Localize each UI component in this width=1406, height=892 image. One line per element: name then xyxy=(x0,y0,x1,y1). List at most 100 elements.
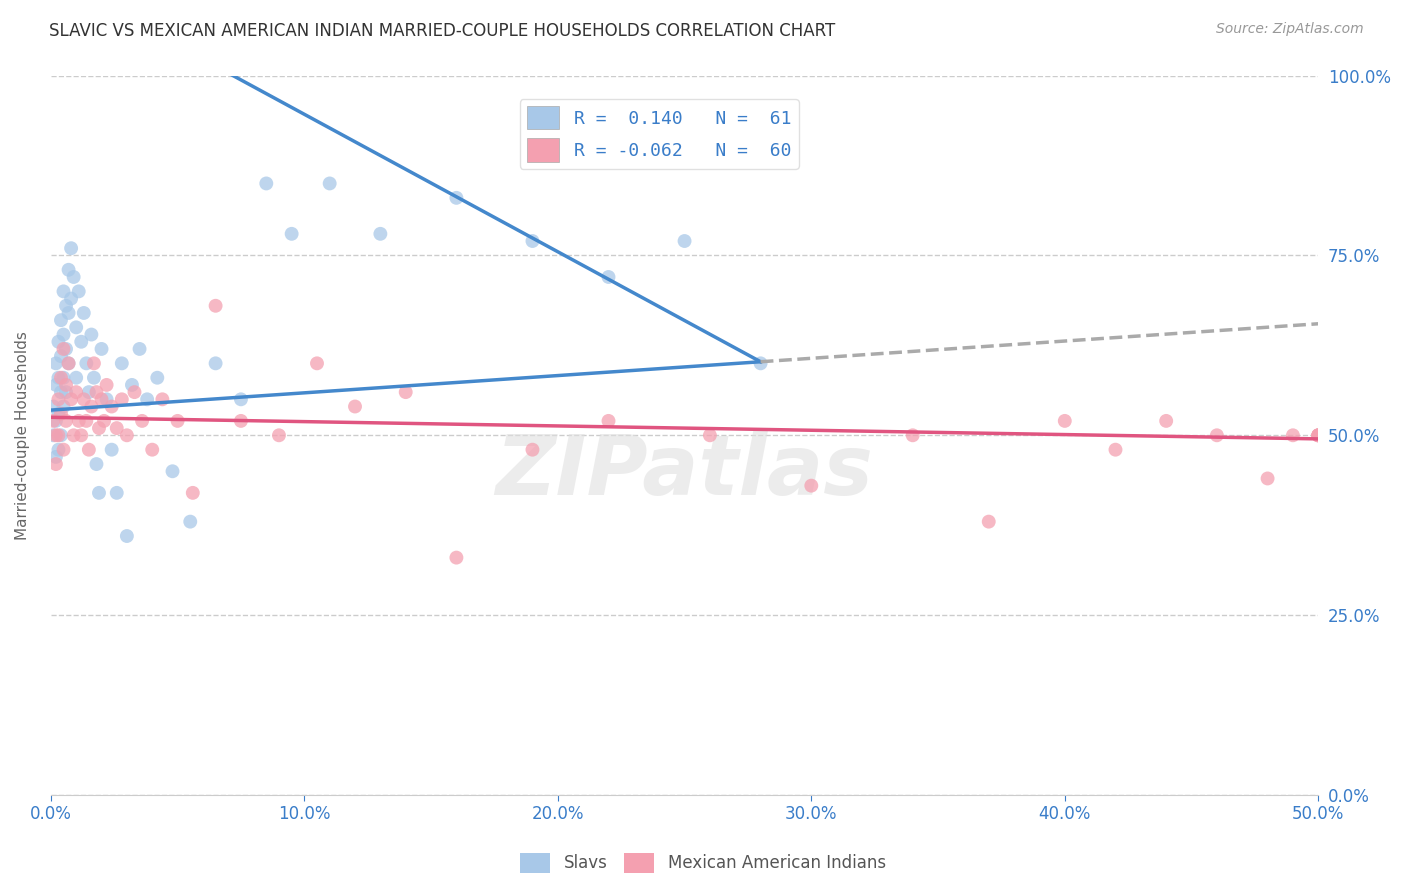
Y-axis label: Married-couple Households: Married-couple Households xyxy=(15,331,30,540)
Point xyxy=(48,407,70,421)
Point xyxy=(93,414,115,428)
Point xyxy=(344,400,367,414)
Point xyxy=(395,385,418,400)
Point xyxy=(70,428,93,442)
Point xyxy=(136,392,159,407)
Point xyxy=(42,414,65,428)
Point xyxy=(52,400,75,414)
Point xyxy=(111,392,134,407)
Point xyxy=(48,428,70,442)
Point xyxy=(100,442,122,457)
Point xyxy=(48,442,70,457)
Point xyxy=(52,370,75,384)
Point xyxy=(83,356,105,370)
Point xyxy=(52,327,75,342)
Point xyxy=(60,292,83,306)
Point xyxy=(446,550,468,565)
Point xyxy=(65,385,87,400)
Point xyxy=(254,177,277,191)
Point xyxy=(55,385,77,400)
Point xyxy=(52,342,75,356)
Point xyxy=(318,177,340,191)
Point xyxy=(49,370,72,384)
Point xyxy=(83,370,105,384)
Point xyxy=(166,414,188,428)
Point xyxy=(267,428,290,442)
Point xyxy=(179,515,201,529)
Point xyxy=(48,334,70,349)
Point xyxy=(105,421,128,435)
Point xyxy=(45,414,67,428)
Point xyxy=(49,407,72,421)
Point xyxy=(1053,414,1076,428)
Point xyxy=(90,342,112,356)
Point xyxy=(749,356,772,370)
Point xyxy=(699,428,721,442)
Point xyxy=(42,428,65,442)
Point xyxy=(100,400,122,414)
Point xyxy=(55,414,77,428)
Point xyxy=(77,442,100,457)
Point xyxy=(96,378,118,392)
Point xyxy=(181,486,204,500)
Point xyxy=(204,356,226,370)
Point xyxy=(67,414,90,428)
Point xyxy=(598,270,620,285)
Point xyxy=(96,392,118,407)
Point xyxy=(87,486,110,500)
Point xyxy=(1257,471,1279,485)
Legend: R =  0.140   N =  61, R = -0.062   N =  60: R = 0.140 N = 61, R = -0.062 N = 60 xyxy=(520,99,799,169)
Point xyxy=(204,299,226,313)
Point xyxy=(45,356,67,370)
Point xyxy=(45,457,67,471)
Point xyxy=(1308,428,1330,442)
Point xyxy=(673,234,696,248)
Point xyxy=(49,385,72,400)
Point xyxy=(60,241,83,255)
Point xyxy=(305,356,328,370)
Point xyxy=(55,342,77,356)
Point xyxy=(1308,428,1330,442)
Point xyxy=(42,400,65,414)
Point xyxy=(75,356,97,370)
Point xyxy=(58,262,80,277)
Point xyxy=(55,378,77,392)
Point xyxy=(598,414,620,428)
Point xyxy=(1154,414,1177,428)
Point xyxy=(62,270,84,285)
Point xyxy=(121,378,143,392)
Point xyxy=(370,227,392,241)
Point xyxy=(67,285,90,299)
Point xyxy=(87,421,110,435)
Point xyxy=(128,342,150,356)
Point xyxy=(58,356,80,370)
Point xyxy=(86,385,108,400)
Point xyxy=(52,285,75,299)
Point xyxy=(48,392,70,407)
Point xyxy=(73,392,96,407)
Point xyxy=(977,515,1000,529)
Point xyxy=(1282,428,1305,442)
Point xyxy=(77,385,100,400)
Point xyxy=(90,392,112,407)
Point xyxy=(65,320,87,334)
Text: ZIPatlas: ZIPatlas xyxy=(496,431,873,512)
Point xyxy=(62,428,84,442)
Point xyxy=(1104,442,1126,457)
Point xyxy=(65,370,87,384)
Point xyxy=(1308,428,1330,442)
Point xyxy=(150,392,173,407)
Point xyxy=(73,306,96,320)
Point xyxy=(45,378,67,392)
Point xyxy=(111,356,134,370)
Point xyxy=(60,392,83,407)
Point xyxy=(800,478,823,492)
Point xyxy=(80,327,103,342)
Text: Source: ZipAtlas.com: Source: ZipAtlas.com xyxy=(1216,22,1364,37)
Point xyxy=(115,529,138,543)
Point xyxy=(70,334,93,349)
Point xyxy=(162,464,184,478)
Point xyxy=(80,400,103,414)
Point xyxy=(1308,428,1330,442)
Point xyxy=(75,414,97,428)
